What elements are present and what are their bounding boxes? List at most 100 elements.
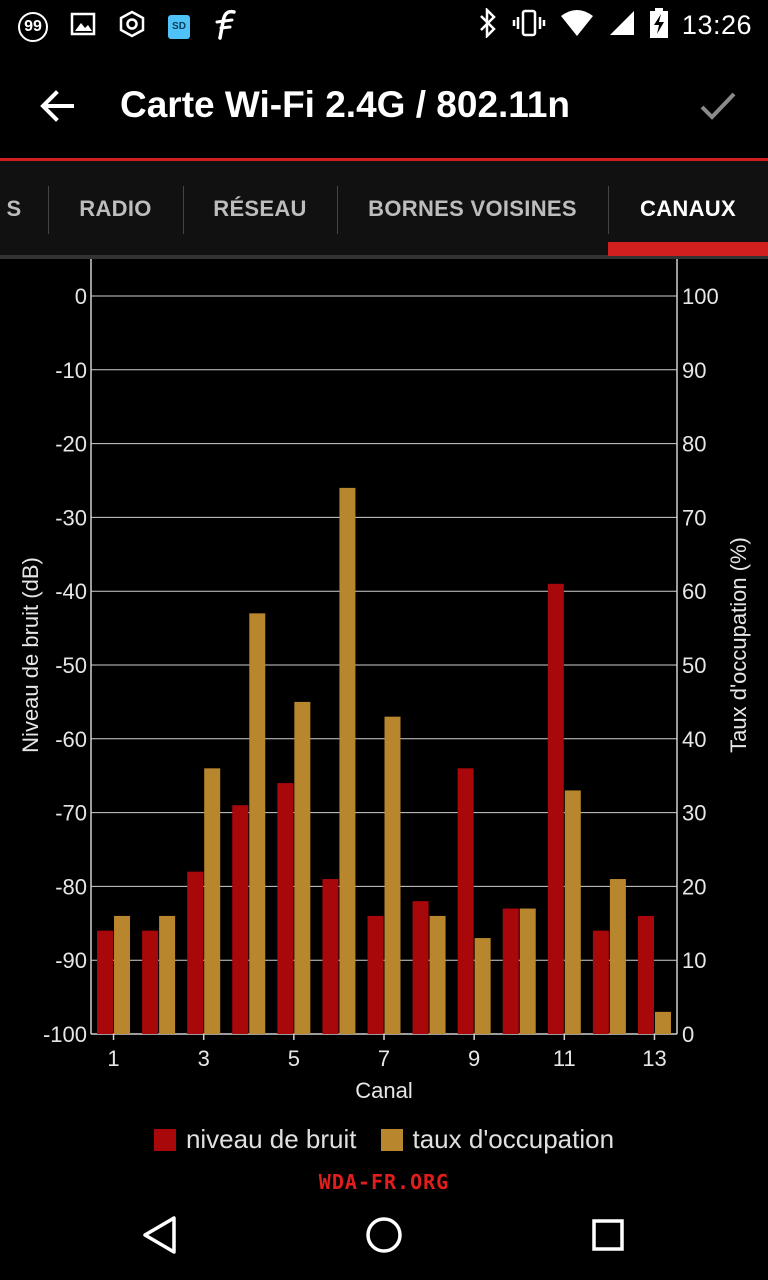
y-left-tick-label: -30 — [55, 505, 87, 530]
bar-noise-ch11 — [547, 583, 564, 1034]
tab-bar: S RADIO RÉSEAU BORNES VOISINES CANAUX — [0, 161, 768, 257]
tab-canaux[interactable]: CANAUX — [608, 161, 768, 257]
y-left-tick-label: -20 — [55, 432, 87, 457]
tab-bar-baseline — [0, 255, 768, 259]
bar-noise-ch8 — [412, 901, 429, 1034]
back-button[interactable] — [36, 84, 80, 128]
y-left-tick-label: -60 — [55, 727, 87, 752]
battery-charging-icon — [649, 8, 668, 43]
tab-radio[interactable]: RADIO — [48, 161, 183, 257]
x-tick-label: 9 — [468, 1046, 480, 1071]
bar-occupancy-ch9 — [474, 938, 491, 1034]
x-tick-label: 5 — [288, 1046, 300, 1071]
watermark: WDA-FR.ORG — [318, 1170, 450, 1194]
legend-swatch-occupancy — [380, 1128, 403, 1151]
y-left-tick-label: -40 — [55, 579, 87, 604]
legend-label-occupancy: taux d'occupation — [412, 1124, 615, 1154]
bar-occupancy-ch13 — [654, 1011, 671, 1034]
tab-label: BORNES VOISINES — [368, 196, 577, 221]
tab-label: S — [6, 196, 22, 221]
bar-noise-ch4 — [232, 805, 249, 1034]
bar-noise-ch10 — [502, 908, 519, 1034]
tab-bornes-voisines[interactable]: BORNES VOISINES — [337, 161, 608, 257]
y-right-tick-label: 80 — [682, 432, 706, 457]
nav-recents-square-icon — [592, 1219, 624, 1251]
badge-99-icon: 99 — [18, 11, 48, 42]
y-right-tick-label: 30 — [682, 801, 706, 826]
f-app-icon — [212, 8, 238, 45]
tab-label: RÉSEAU — [213, 196, 307, 221]
y-left-tick-label: -10 — [55, 358, 87, 383]
arrow-back-icon — [40, 90, 74, 122]
tab-divider — [183, 186, 184, 234]
bar-occupancy-ch7 — [384, 716, 401, 1034]
legend-item-occupancy: taux d'occupation — [380, 1124, 615, 1155]
x-axis-title: Canal — [355, 1078, 412, 1103]
y-right-tick-label: 20 — [682, 874, 706, 899]
bar-noise-ch2 — [142, 930, 159, 1034]
bar-occupancy-ch10 — [519, 908, 536, 1034]
bar-noise-ch1 — [97, 930, 114, 1034]
bar-occupancy-ch3 — [204, 768, 221, 1034]
y-right-tick-label: 40 — [682, 727, 706, 752]
y-left-tick-label: -100 — [43, 1022, 87, 1047]
bar-occupancy-ch8 — [429, 915, 446, 1034]
bar-occupancy-ch5 — [294, 701, 311, 1034]
tab-divider — [608, 186, 609, 234]
legend-swatch-noise — [153, 1128, 176, 1151]
tab-reseau[interactable]: RÉSEAU — [183, 161, 337, 257]
bluetooth-icon — [478, 6, 498, 43]
signal-icon — [608, 9, 636, 42]
bar-noise-ch6 — [322, 879, 339, 1034]
y-right-tick-label: 10 — [682, 948, 706, 973]
y-right-tick-label: 90 — [682, 358, 706, 383]
y-right-tick-label: 60 — [682, 579, 706, 604]
vibrate-icon — [512, 8, 546, 43]
y-right-tick-label: 50 — [682, 653, 706, 678]
bar-occupancy-ch1 — [114, 915, 131, 1034]
app-toolbar: Carte Wi-Fi 2.4G / 802.11n — [0, 56, 768, 158]
y-left-tick-label: -50 — [55, 653, 87, 678]
x-tick-label: 3 — [198, 1046, 210, 1071]
bar-occupancy-ch4 — [249, 613, 266, 1034]
bar-noise-ch9 — [457, 768, 474, 1034]
bar-occupancy-ch12 — [609, 879, 626, 1034]
tab-divider — [337, 186, 338, 234]
hexagon-settings-icon — [118, 10, 146, 43]
toolbar-accent-line — [0, 158, 768, 161]
channel-chart: 0-10-20-30-40-50-60-70-80-90-10010090807… — [18, 259, 751, 1103]
page-title: Carte Wi-Fi 2.4G / 802.11n — [120, 84, 571, 125]
y-left-tick-label: -70 — [55, 801, 87, 826]
bar-noise-ch13 — [637, 915, 654, 1034]
nav-back-button[interactable] — [135, 1210, 185, 1260]
nav-recents-button[interactable] — [583, 1210, 633, 1260]
bar-occupancy-ch2 — [159, 915, 176, 1034]
x-tick-label: 13 — [642, 1046, 666, 1071]
nav-home-button[interactable] — [359, 1210, 409, 1260]
bar-noise-ch7 — [367, 915, 384, 1034]
x-tick-label: 7 — [378, 1046, 390, 1071]
active-tab-indicator — [608, 242, 768, 256]
bar-occupancy-ch6 — [339, 487, 356, 1034]
y-right-tick-label: 70 — [682, 505, 706, 530]
y-left-axis-title: Niveau de bruit (dB) — [18, 557, 43, 753]
nav-home-circle-icon — [366, 1217, 402, 1253]
nav-back-triangle-icon — [143, 1216, 176, 1254]
sd-card-icon: SD — [168, 14, 190, 39]
wifi-icon — [560, 9, 594, 42]
legend-label-noise: niveau de bruit — [185, 1124, 357, 1154]
bar-occupancy-ch11 — [564, 790, 581, 1034]
tab-divider — [48, 186, 49, 234]
status-bar: 99 SD 13:26 — [0, 0, 768, 50]
bar-noise-ch5 — [277, 783, 294, 1034]
tab-label: RADIO — [79, 196, 152, 221]
x-tick-label: 11 — [553, 1046, 576, 1071]
y-right-tick-label: 0 — [682, 1022, 694, 1047]
y-right-axis-title: Taux d'occupation (%) — [726, 537, 751, 753]
chart-legend: niveau de bruit taux d'occupation — [0, 1124, 768, 1155]
y-left-tick-label: -90 — [55, 948, 87, 973]
tab-partial[interactable]: S — [0, 161, 48, 257]
clock: 13:26 — [681, 10, 752, 40]
image-icon — [70, 12, 96, 41]
confirm-button[interactable] — [696, 84, 740, 128]
